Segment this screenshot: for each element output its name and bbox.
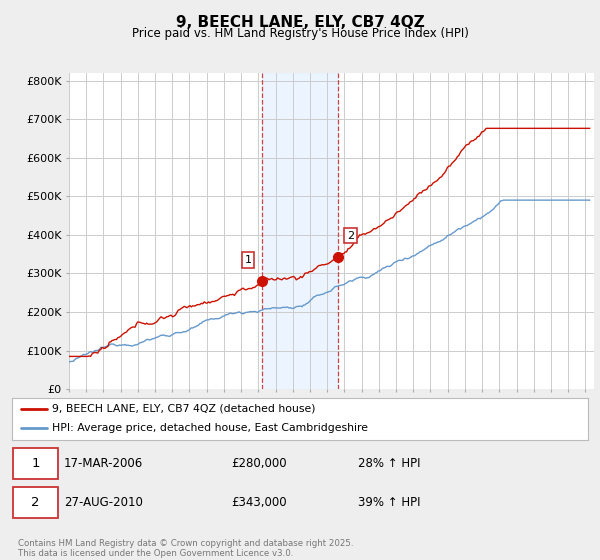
Text: 1: 1 [31, 457, 40, 470]
Text: £280,000: £280,000 [231, 457, 287, 470]
Text: 9, BEECH LANE, ELY, CB7 4QZ (detached house): 9, BEECH LANE, ELY, CB7 4QZ (detached ho… [52, 404, 316, 414]
FancyBboxPatch shape [13, 487, 58, 518]
Text: HPI: Average price, detached house, East Cambridgeshire: HPI: Average price, detached house, East… [52, 423, 368, 433]
Text: 28% ↑ HPI: 28% ↑ HPI [358, 457, 420, 470]
Text: Contains HM Land Registry data © Crown copyright and database right 2025.
This d: Contains HM Land Registry data © Crown c… [18, 539, 353, 558]
Text: 9, BEECH LANE, ELY, CB7 4QZ: 9, BEECH LANE, ELY, CB7 4QZ [176, 15, 424, 30]
Text: Price paid vs. HM Land Registry's House Price Index (HPI): Price paid vs. HM Land Registry's House … [131, 27, 469, 40]
Text: £343,000: £343,000 [231, 496, 287, 509]
Text: 27-AUG-2010: 27-AUG-2010 [64, 496, 143, 509]
Text: 39% ↑ HPI: 39% ↑ HPI [358, 496, 420, 509]
Text: 2: 2 [347, 231, 354, 241]
Text: 1: 1 [245, 255, 251, 265]
Bar [262, 73, 338, 389]
Text: 2: 2 [31, 496, 40, 509]
FancyBboxPatch shape [13, 448, 58, 479]
Text: 17-MAR-2006: 17-MAR-2006 [64, 457, 143, 470]
